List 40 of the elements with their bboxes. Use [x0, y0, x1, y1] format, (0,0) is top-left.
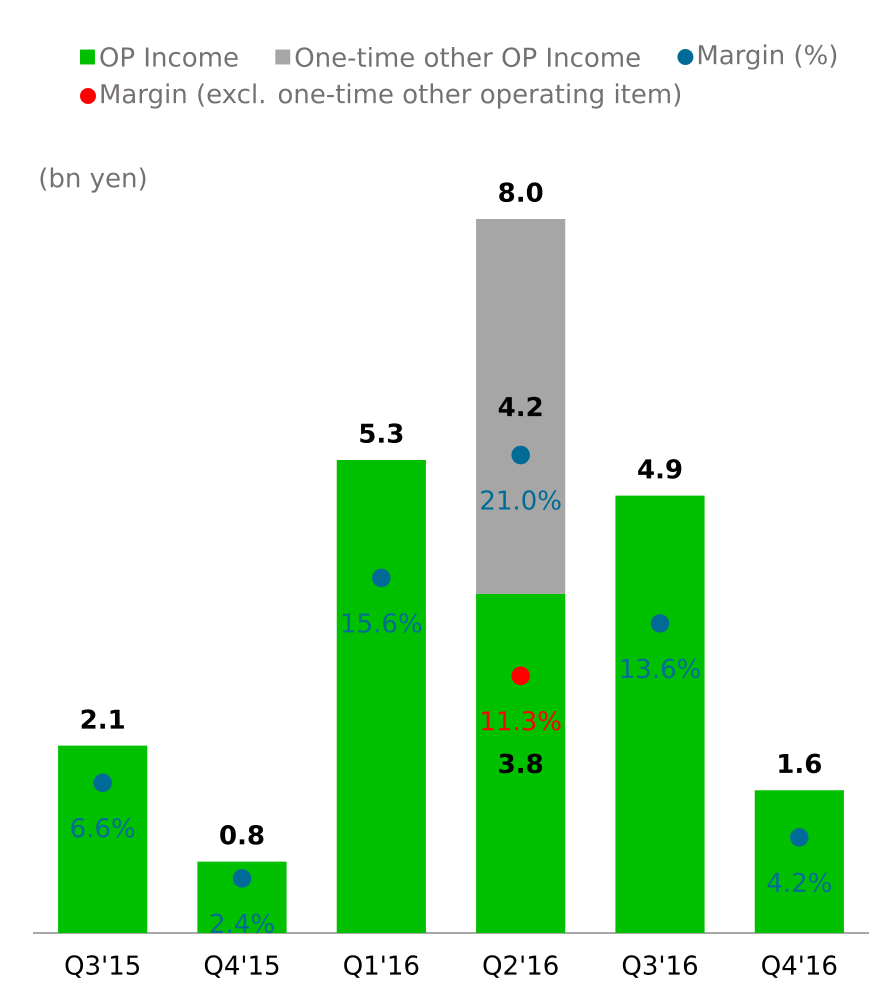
x-tick-label: Q2'16 [484, 955, 558, 978]
bar [615, 496, 705, 934]
bar [754, 790, 844, 934]
bar [58, 746, 148, 934]
legend-label: Margin (excl. one-time other operating item) [101, 83, 680, 109]
bar [476, 219, 566, 594]
total-label: 8.0 [499, 182, 542, 202]
bar [197, 862, 287, 934]
bar [476, 594, 566, 934]
legend-label: One-time other OP Income [296, 46, 640, 68]
total-label: 4.9 [638, 459, 682, 479]
legend-label: OP Income [100, 47, 238, 67]
total-label: 1.6 [779, 754, 821, 774]
data-label: 4.2 [498, 396, 542, 416]
total-label: 0.8 [220, 825, 264, 845]
point [790, 828, 809, 847]
bar [336, 460, 426, 934]
x-tick-label: Q4'15 [204, 955, 278, 978]
point [93, 774, 112, 792]
data-label: 3.8 [499, 754, 542, 774]
data-label: 13.6% [622, 658, 700, 678]
point [511, 446, 530, 464]
data-label: 15.6% [342, 613, 422, 633]
x-tick-label: Q4'16 [762, 955, 836, 978]
data-label: 4.2% [768, 872, 831, 892]
point [650, 614, 670, 633]
point [511, 666, 530, 686]
x-tick-label: Q1'16 [344, 955, 418, 978]
legend-label: Margin (%) [698, 44, 836, 70]
data-label: 21.0% [481, 490, 561, 510]
x-tick-label: Q3'15 [66, 955, 139, 978]
y-axis-title: (bn yen) [40, 167, 146, 193]
total-label: 5.3 [360, 423, 402, 444]
data-label: 11.3% [482, 710, 561, 731]
data-label: 6.6% [71, 818, 134, 838]
point [232, 869, 252, 888]
point [372, 568, 391, 588]
data-label: 2.4% [210, 914, 274, 934]
x-tick-label: Q3'16 [622, 955, 697, 978]
total-label: 2.1 [82, 709, 124, 729]
